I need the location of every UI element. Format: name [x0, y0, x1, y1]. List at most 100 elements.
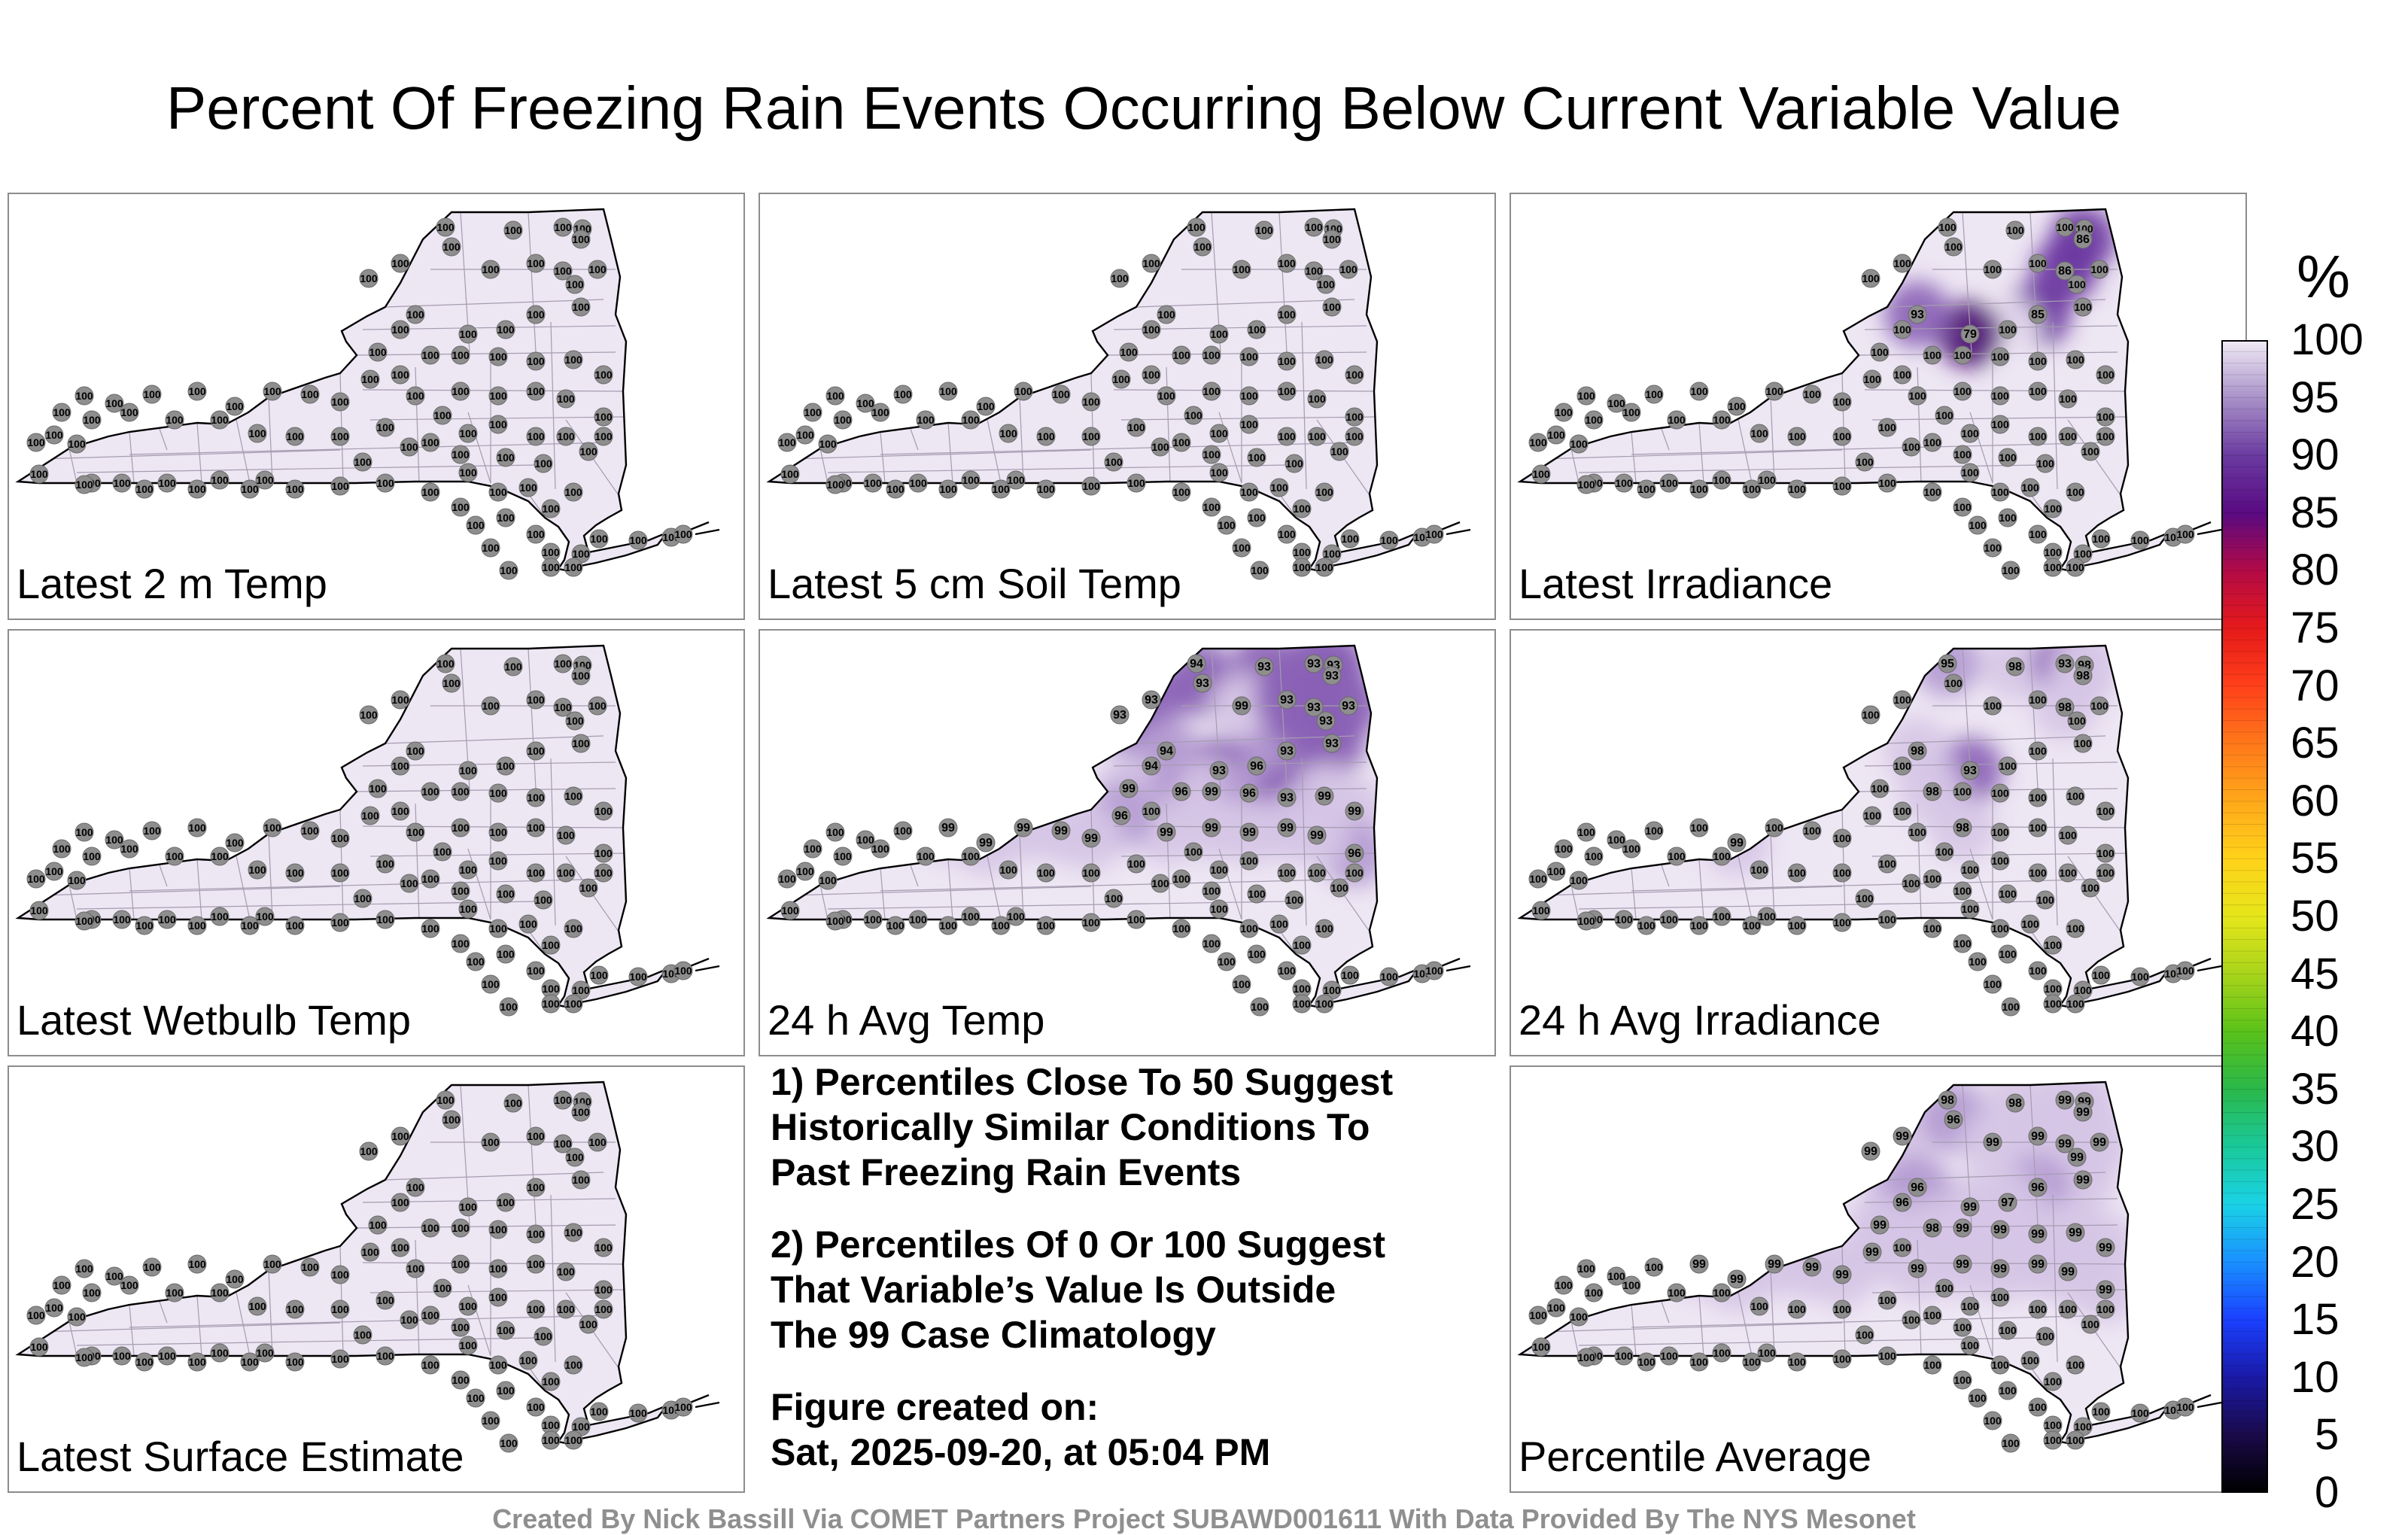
panel-label: Latest Surface Estimate — [17, 1433, 464, 1480]
station-marker: 100 — [120, 1275, 139, 1295]
station-marker: 100 — [1960, 1296, 1980, 1316]
station-dot — [1727, 397, 1747, 416]
station-marker: 100 — [1307, 389, 1327, 409]
station-value: 100 — [2029, 385, 2047, 397]
station-dot — [375, 418, 395, 437]
station-value: 100 — [45, 865, 63, 877]
station-marker: 100 — [893, 385, 913, 404]
station-dot — [1126, 418, 1146, 437]
station-marker: 100 — [2130, 530, 2150, 550]
station-marker: 100 — [825, 822, 845, 842]
station-marker: 100 — [458, 761, 478, 780]
station-marker: 100 — [2067, 275, 2087, 294]
station-marker: 100 — [391, 801, 410, 821]
station-marker: 93 — [1304, 654, 1324, 673]
station-dot — [1424, 524, 1444, 544]
station-marker: 100 — [1607, 1266, 1626, 1286]
station-marker: 100 — [553, 1134, 573, 1154]
station-marker: 100 — [1277, 254, 1297, 273]
station-value: 100 — [1961, 1339, 1979, 1351]
station-value: 99 — [2099, 1284, 2112, 1296]
station-value: 100 — [331, 396, 349, 408]
station-dot — [1316, 275, 1336, 294]
station-value: 100 — [992, 483, 1010, 495]
station-dot — [330, 392, 350, 412]
station-marker: 99 — [1893, 1126, 1912, 1146]
station-value: 100 — [1233, 542, 1251, 554]
station-dot — [1712, 410, 1732, 430]
station-marker: 96 — [1247, 756, 1266, 776]
station-marker: 100 — [1750, 1296, 1769, 1316]
station-value: 100 — [2096, 867, 2115, 879]
station-value: 100 — [1991, 826, 2009, 838]
station-marker: 100 — [1935, 406, 1954, 425]
station-value: 100 — [421, 923, 439, 935]
station-marker: 100 — [225, 397, 245, 416]
station-dot — [1142, 254, 1161, 273]
station-value: 100 — [489, 1223, 507, 1236]
station-value: 100 — [856, 834, 874, 846]
station-value: 100 — [826, 915, 844, 927]
figure-title: Percent Of Freezing Rain Events Occurrin… — [166, 74, 2122, 141]
station-marker: 100 — [1855, 889, 1874, 908]
station-value: 100 — [1315, 923, 1333, 935]
station-value: 100 — [527, 309, 545, 321]
station-marker: 100 — [135, 479, 154, 499]
station-marker: 100 — [105, 1266, 124, 1286]
station-dot — [1990, 347, 2010, 366]
station-dot — [135, 1352, 154, 1372]
station-value: 99 — [1730, 1273, 1744, 1286]
station-value: 100 — [1713, 474, 1731, 486]
station-value: 100 — [1991, 923, 2009, 935]
station-value: 100 — [497, 1385, 515, 1397]
station-value: 100 — [497, 324, 515, 336]
station-value: 100 — [120, 406, 138, 418]
station-marker: 100 — [481, 1132, 500, 1152]
station-value: 100 — [331, 480, 349, 492]
station-value: 100 — [1999, 1324, 2017, 1336]
station-dot — [458, 1296, 478, 1316]
station-marker: 100 — [1923, 433, 1942, 452]
station-dot — [589, 1402, 609, 1421]
station-marker: 100 — [1968, 515, 1987, 535]
station-value: 93 — [1307, 701, 1321, 714]
station-dot — [263, 1254, 282, 1274]
station-dot — [1727, 1269, 1747, 1289]
station-dot — [436, 217, 455, 237]
station-value: 100 — [467, 956, 485, 968]
station-value: 100 — [143, 825, 161, 837]
station-marker: 100 — [1202, 881, 1221, 901]
station-marker: 100 — [1689, 818, 1709, 837]
station-value: 93 — [1342, 700, 1355, 713]
station-dot — [673, 961, 693, 980]
station-marker: 100 — [1322, 544, 1342, 564]
station-value: 100 — [241, 1356, 259, 1368]
station-value: 100 — [1187, 221, 1206, 233]
station-value: 99 — [1122, 783, 1136, 795]
station-dot — [2020, 478, 2040, 497]
station-marker: 100 — [187, 916, 207, 935]
station-dot — [330, 427, 350, 446]
station-dot — [1667, 1283, 1686, 1302]
station-dot — [2028, 524, 2048, 544]
station-dot — [285, 479, 305, 499]
station-dot — [1923, 869, 1942, 889]
station-value: 100 — [68, 438, 86, 450]
station-marker: 100 — [1983, 1411, 2002, 1430]
station-marker: 100 — [780, 901, 800, 920]
station-dot — [458, 899, 478, 919]
station-value: 100 — [1251, 1001, 1269, 1013]
station-marker: 100 — [240, 916, 260, 935]
station-value: 100 — [674, 965, 692, 977]
station-value: 100 — [500, 1001, 518, 1013]
station-marker: 100 — [255, 1343, 275, 1363]
station-marker: 100 — [436, 1090, 455, 1110]
station-dot — [488, 851, 508, 871]
station-value: 100 — [376, 913, 394, 926]
station-dot — [1893, 320, 1912, 339]
station-marker: 100 — [1126, 418, 1146, 437]
station-marker: 100 — [1622, 839, 1641, 859]
station-marker: 100 — [1861, 269, 1880, 288]
station-value: 98 — [2076, 670, 2090, 682]
station-dot — [673, 524, 693, 544]
